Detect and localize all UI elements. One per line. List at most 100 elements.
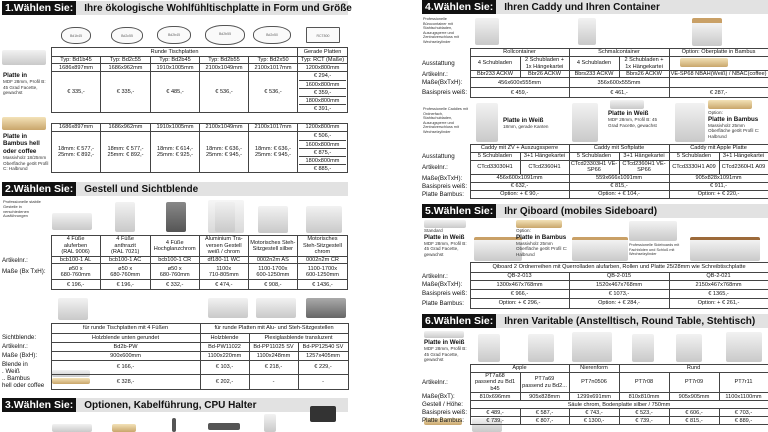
table-cell: 1520x467x768mm [568,280,670,290]
table-row: Maße(BxT): 810x696mm 905x828mm 1299x691mm 81… [422,392,768,402]
table-cell: 4 Schubladen [469,56,521,71]
table-cell: ø50 x 680-760mm [99,263,151,281]
size-price-item: 1600x800mm [299,140,346,148]
table-cell: 4 Schubladen [568,56,620,71]
table-cell: € 489,- [469,408,521,418]
table-cell: € 815,- [568,181,670,191]
legs-image [115,202,135,232]
table-cell: Motorisches Steh- Sitzgestell silber [247,235,298,257]
row-label: Platte Bambus: [422,299,464,307]
table-cell: € 459,- [469,87,570,99]
qiboard-price-table: Qiboard 2 Ordnerreihen mit Querrolladen … [422,262,768,309]
table-cell: für runde Tischplatten mit 4 Füßen [50,323,201,334]
size-price-item: € 875,- [299,148,346,156]
qiboard-image [474,237,522,261]
size-price-item: € 391,- [299,104,347,112]
section-5-header: 5.Wählen Sie: Ihr Qiboard (mobiles Sidebo… [422,204,768,218]
size-price-item: 1600x800mm [299,80,347,88]
tabletop-shape-image: Bd2x50 [253,26,291,44]
white-board-image [610,100,644,109]
table-cell: 4 Füße aluferben (RAL 9006) [50,235,101,257]
table-cell: Option: + € 261,- [668,298,768,309]
table-cell: Bbrs233 ACKW [568,69,620,79]
table-cell: PT7r08 [618,371,670,394]
tabletop-shape-image: RCT800 [306,27,340,43]
varitable-image [676,334,702,362]
table-row: Basispreis weiß: € 966,- € 1073,- € 1365,- [422,289,768,299]
table-cell [668,56,768,71]
table-cell: 1686x897mm [51,63,101,73]
table-cell: € 536,- [199,71,249,114]
screen-image [306,298,346,318]
row-label: Maße (BxH): [2,352,38,360]
table-cell: € 229,- [297,359,349,376]
table-cell: Schmalcontainer [568,48,670,57]
table-cell: € 523,- [618,408,670,418]
table-cell: € 461,- [568,87,670,99]
row-label: Basispreis weiß: [422,182,468,190]
table-row: Runde Tischplatten Gerade Platten [50,47,349,57]
caption-pre: Option: [708,110,723,115]
table-cell: 810x810mm [618,392,670,402]
row-label [422,365,470,373]
table-row: Ausstattung 4 Schubladen 2 Schubladen + 1x… [422,56,768,71]
table-cell: - [297,374,349,390]
row-label: Platte Bambus: [422,190,464,198]
section-title: Gestell und Sichtblende [84,183,199,195]
table-cell: Aluminium Tra- versen Gestell weiß / chr… [198,235,249,257]
row-label [2,324,51,334]
bamboo-board-caption: Platte in Bambus hell oder coffee Massivh… [3,133,50,172]
screen-image [208,298,248,318]
table-cell: 1100x248mm [248,351,299,361]
table-cell: Caddy mit ZV + Auszugssperre [469,144,570,153]
table-cell: bcb100-1 CR [149,255,200,265]
table-cell: Bbrs26 ACKW [618,69,670,79]
table-cell: € 587,- [519,408,570,418]
table-cell: Apple [469,364,570,373]
table-cell: 2 Schubladen + 1x Hängekartei [618,56,670,71]
row-label: Maße(BxT): [422,393,455,401]
table-cell: 1686x962mm [100,63,151,73]
table-cell: 0002n2m CR [296,255,349,265]
table-row: Artikelnr.: PT7a68 passend zu Bd1 b45 PT7a… [422,371,768,394]
table-cell: Option: + € 296,- [469,298,570,309]
table-cell: Bbr26 ACKW [519,69,570,79]
table-row: 1686x897mm 1686x962mm 1910x1005mm 2100x1049… [51,123,348,132]
row-label: Basispreis weiß: [422,89,468,97]
table-cell: € 807,- [519,416,570,426]
row-label: Basispreis weiß: [422,409,468,417]
table-cell: € 606,- [668,408,720,418]
row-label [422,263,470,273]
caption-title: Platte in Bambus [708,115,759,123]
varitable-image [632,334,654,362]
size-price-item: € 885,- [299,164,346,172]
table-cell: 18mm: € 577,- 25mm: € 892,- [100,131,151,173]
caption-text: MDF 28mm, Profil B: 45 Grad Facette, gew… [608,117,658,128]
rollcontainer-image [475,18,499,45]
table-cell: 2100x1049mm [199,63,249,73]
table-cell: € 815,- [668,416,720,426]
table-cell: 3+1 Hängekartei [519,152,570,161]
section-title: Ihr Qiboard (mobiles Sideboard) [504,205,658,217]
qiboard-caption: Standard Platte in Weiß MDF 28mm, Profil B… [424,228,472,257]
screen-image [256,298,296,318]
table-cell: 905x828x1091mm [668,173,768,183]
table-cell: Option: + € 90,- [469,189,570,199]
section-number: 5.Wählen Sie: [422,204,497,218]
row-label: .. Bambus hell oder coffee [2,374,45,389]
white-board-image [424,220,466,228]
table-cell: PT7a69 passend zu Bd2... [519,371,570,394]
white-tabletop-price-table: Runde Tischplatten Gerade Platten Typ: Bd1… [50,47,349,114]
bamboo-top-image [708,100,752,109]
sideboard-photo [629,221,677,241]
table-cell: 900x600mm [50,351,201,361]
qiboard-caption: Professionelle Sideboards mit Fachböden … [629,243,680,257]
section-3-header: 3.Wählen Sie: Optionen, Kabelführung, CPU… [2,398,348,412]
table-row: € 196,- € 196,- € 332,- € 474,- € 908,- € 143… [2,279,349,291]
table-cell: Typ: Bd1b45 [51,55,101,65]
table-cell: Holzblende unten gerundet [50,333,201,343]
table-cell: 2 Schubladen + 1x Hängekartei [519,56,570,71]
section-title: Ihren Caddy und Ihren Container [504,1,660,13]
varitable-image [528,334,554,362]
size-price-list: € 506,- 1600x800mm € 875,- 1800x800mm € 885,… [297,131,348,173]
